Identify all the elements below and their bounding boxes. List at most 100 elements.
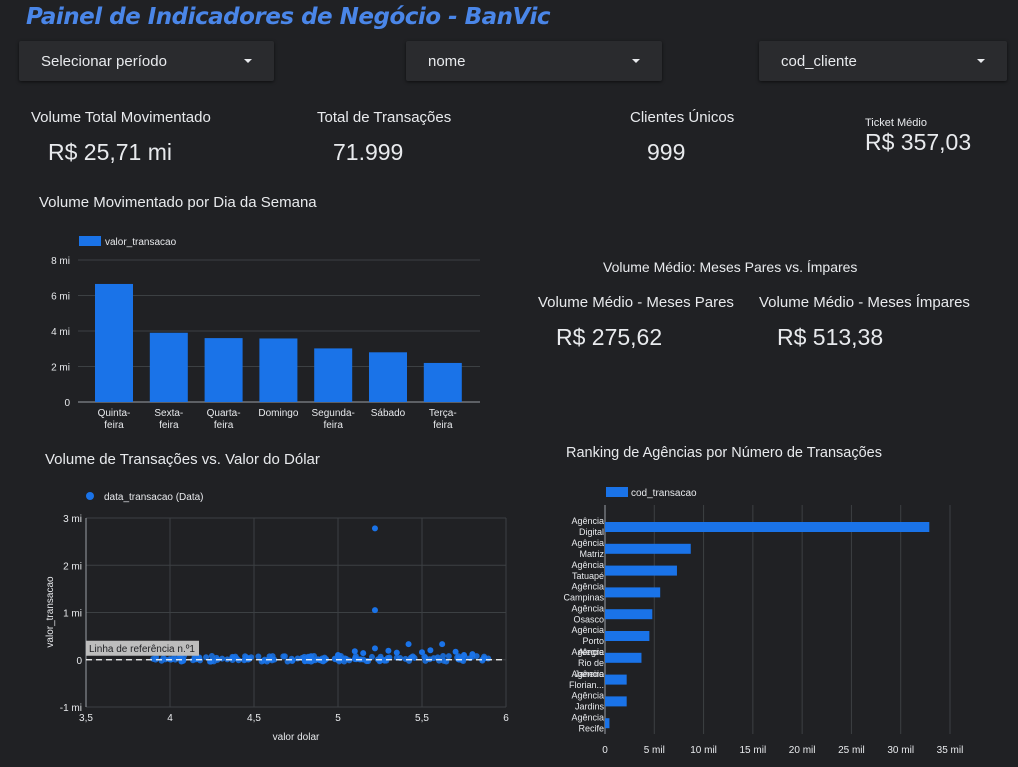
dropdown-arrow-icon — [977, 59, 985, 63]
x-tick-label: 5 — [335, 713, 341, 724]
data-point — [150, 655, 157, 662]
data-point — [289, 657, 296, 664]
bar — [314, 348, 353, 402]
data-point — [452, 648, 459, 655]
bar — [259, 338, 298, 402]
bar — [605, 587, 661, 598]
x-tick-label: 4 — [167, 713, 173, 724]
data-point — [208, 653, 215, 660]
data-point — [280, 653, 287, 660]
bar — [605, 674, 627, 685]
data-point — [269, 653, 276, 660]
bar — [149, 332, 188, 402]
data-point — [402, 655, 409, 662]
x-tick-label: Terça- — [429, 408, 457, 419]
bar — [95, 283, 133, 402]
data-point — [469, 651, 476, 658]
x-tick-label: feira — [323, 420, 343, 431]
data-point — [409, 653, 416, 660]
period-selector-dropdown[interactable]: Selecionar período — [19, 41, 274, 81]
kpi-ticket-medio: Ticket Médio R$ 357,03 — [865, 117, 971, 156]
kpi-meses-impares-value: R$ 513,38 — [777, 324, 884, 350]
data-point — [351, 648, 358, 655]
x-axis-title: valor dolar — [273, 732, 320, 743]
data-point — [233, 655, 240, 662]
data-point — [219, 655, 226, 662]
x-tick-label: 0 — [602, 745, 608, 756]
y-tick-label: 8 mi — [51, 256, 70, 267]
y-tick-label: Agência — [571, 603, 604, 613]
x-tick-label: Segunda- — [312, 408, 355, 419]
period-selector-label: Selecionar período — [41, 52, 167, 70]
y-tick-label: 3 mi — [63, 514, 82, 525]
cod-cliente-filter-dropdown[interactable]: cod_cliente — [759, 41, 1007, 81]
data-point — [440, 652, 447, 659]
bar — [605, 522, 930, 532]
x-tick-label: 5,5 — [415, 713, 429, 724]
legend-marker — [86, 492, 94, 500]
kpi-volume-total: Volume Total Movimentado R$ 25,71 mi — [31, 109, 211, 166]
x-tick-label: Sábado — [371, 408, 406, 419]
page-title: Painel de Indicadores de Negócio - BanVi… — [26, 4, 550, 30]
y-tick-label: Janeiro — [574, 669, 604, 679]
x-tick-label: Domingo — [258, 408, 298, 419]
data-point — [162, 656, 169, 663]
x-tick-label: 30 mil — [887, 745, 914, 756]
x-tick-label: 20 mil — [789, 745, 816, 756]
data-point — [363, 658, 370, 665]
bar — [605, 718, 610, 729]
kpi-clientes-unicos-value: 999 — [647, 139, 686, 165]
dropdown-arrow-icon — [244, 59, 252, 63]
scatter-chart-title: Volume de Transações vs. Valor do Dólar — [45, 451, 320, 468]
bar — [605, 652, 642, 663]
data-point — [368, 653, 375, 660]
y-tick-label: 6 mi — [51, 292, 70, 303]
x-tick-label: 5 mil — [644, 745, 665, 756]
legend-swatch — [79, 236, 101, 246]
y-tick-label: Agência — [571, 516, 604, 526]
data-point — [377, 657, 384, 664]
x-tick-label: 25 mil — [838, 745, 865, 756]
y-tick-label: 4 mi — [51, 327, 70, 338]
bar — [204, 338, 243, 402]
data-point — [192, 656, 199, 663]
x-tick-label: 15 mil — [740, 745, 767, 756]
data-point — [371, 525, 378, 532]
y-tick-label: Rio de — [578, 658, 604, 668]
y-tick-label: 2 mi — [63, 561, 82, 572]
bar — [605, 696, 627, 707]
kpi-total-transacoes-value: 71.999 — [333, 139, 404, 165]
kpi-meses-pares: Volume Médio - Meses Pares R$ 275,62 — [538, 294, 734, 351]
data-point — [305, 653, 312, 660]
data-point — [319, 658, 326, 665]
kpi-total-transacoes-label: Total de Transações — [317, 109, 452, 126]
x-tick-label: 10 mil — [690, 745, 717, 756]
y-tick-label: Digital — [579, 527, 604, 537]
bar — [423, 362, 462, 402]
kpi-meses-impares-label: Volume Médio - Meses Ímpares — [759, 294, 970, 311]
y-tick-label: Florian... — [569, 680, 604, 690]
data-point — [393, 649, 400, 656]
y-tick-label: 0 — [76, 656, 82, 667]
bar — [369, 352, 407, 402]
weekday-volume-chart: valor_transacao 0 2 mi 4 mi 6 mi 8 mi Quinta-f… — [51, 236, 480, 431]
legend-label: data_transacao (Data) — [104, 492, 204, 503]
data-point — [430, 655, 437, 662]
y-tick-label: Osasco — [573, 614, 604, 624]
nome-filter-dropdown[interactable]: nome — [406, 41, 662, 81]
ranking-chart-title: Ranking de Agências por Número de Transa… — [566, 445, 882, 461]
kpi-clientes-unicos: Clientes Únicos 999 — [630, 109, 734, 166]
x-tick-label: 35 mil — [937, 745, 964, 756]
y-tick-label: Agência — [571, 691, 604, 701]
dollar-scatter-chart: data_transacao (Data) -1 mi 0 1 mi 2 mi 3 mi 3… — [45, 492, 509, 743]
data-point — [335, 652, 341, 659]
y-tick-label: Porto — [582, 636, 604, 646]
y-tick-label: Agência — [571, 625, 604, 635]
x-tick-label: 6 — [503, 713, 509, 724]
data-point — [419, 649, 425, 656]
y-tick-label: Agência — [571, 647, 604, 657]
y-tick-label: 0 — [64, 398, 70, 409]
y-tick-label: -1 mi — [60, 703, 82, 714]
y-tick-label: Tatuapé — [572, 571, 604, 581]
data-point — [439, 641, 446, 648]
